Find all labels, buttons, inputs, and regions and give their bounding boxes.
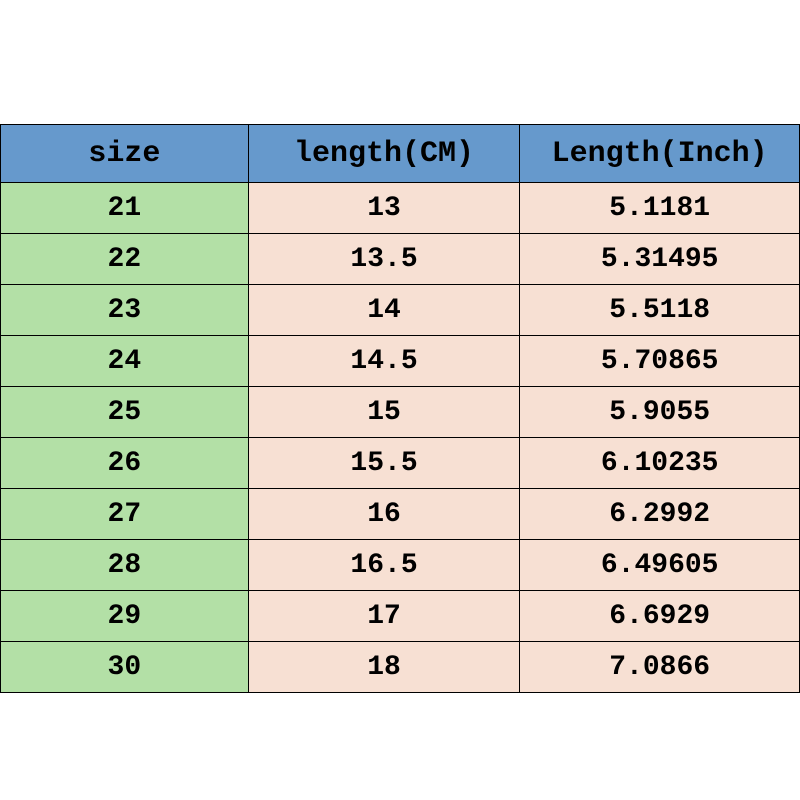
table-header-row: size length(CM) Length(Inch) — [1, 125, 800, 183]
table-row: 25 15 5.9055 — [1, 387, 800, 438]
cell-length-cm: 17 — [248, 591, 520, 642]
header-length-inch: Length(Inch) — [520, 125, 800, 183]
cell-length-cm: 13.5 — [248, 234, 520, 285]
page: size length(CM) Length(Inch) 21 13 5.118… — [0, 0, 800, 800]
size-table-container: size length(CM) Length(Inch) 21 13 5.118… — [0, 124, 800, 692]
cell-size: 26 — [1, 438, 249, 489]
header-size: size — [1, 125, 249, 183]
cell-size: 28 — [1, 540, 249, 591]
cell-length-inch: 5.31495 — [520, 234, 800, 285]
cell-length-cm: 14 — [248, 285, 520, 336]
cell-size: 21 — [1, 183, 249, 234]
cell-length-inch: 6.10235 — [520, 438, 800, 489]
cell-length-inch: 5.5118 — [520, 285, 800, 336]
cell-length-inch: 5.1181 — [520, 183, 800, 234]
cell-length-inch: 6.49605 — [520, 540, 800, 591]
table-row: 27 16 6.2992 — [1, 489, 800, 540]
cell-size: 23 — [1, 285, 249, 336]
table-row: 30 18 7.0866 — [1, 642, 800, 693]
cell-length-cm: 16.5 — [248, 540, 520, 591]
size-conversion-table: size length(CM) Length(Inch) 21 13 5.118… — [0, 124, 800, 693]
cell-length-cm: 18 — [248, 642, 520, 693]
cell-size: 22 — [1, 234, 249, 285]
cell-size: 25 — [1, 387, 249, 438]
cell-size: 29 — [1, 591, 249, 642]
cell-size: 27 — [1, 489, 249, 540]
header-length-cm: length(CM) — [248, 125, 520, 183]
cell-length-cm: 16 — [248, 489, 520, 540]
cell-length-cm: 15.5 — [248, 438, 520, 489]
cell-length-inch: 7.0866 — [520, 642, 800, 693]
cell-length-cm: 13 — [248, 183, 520, 234]
table-row: 21 13 5.1181 — [1, 183, 800, 234]
cell-size: 30 — [1, 642, 249, 693]
cell-length-inch: 5.9055 — [520, 387, 800, 438]
cell-length-inch: 6.6929 — [520, 591, 800, 642]
table-row: 23 14 5.5118 — [1, 285, 800, 336]
table-row: 29 17 6.6929 — [1, 591, 800, 642]
table-row: 26 15.5 6.10235 — [1, 438, 800, 489]
table-row: 28 16.5 6.49605 — [1, 540, 800, 591]
cell-length-inch: 6.2992 — [520, 489, 800, 540]
table-row: 22 13.5 5.31495 — [1, 234, 800, 285]
cell-length-cm: 14.5 — [248, 336, 520, 387]
cell-length-cm: 15 — [248, 387, 520, 438]
table-body: 21 13 5.1181 22 13.5 5.31495 23 14 5.511… — [1, 183, 800, 693]
cell-size: 24 — [1, 336, 249, 387]
cell-length-inch: 5.70865 — [520, 336, 800, 387]
table-row: 24 14.5 5.70865 — [1, 336, 800, 387]
